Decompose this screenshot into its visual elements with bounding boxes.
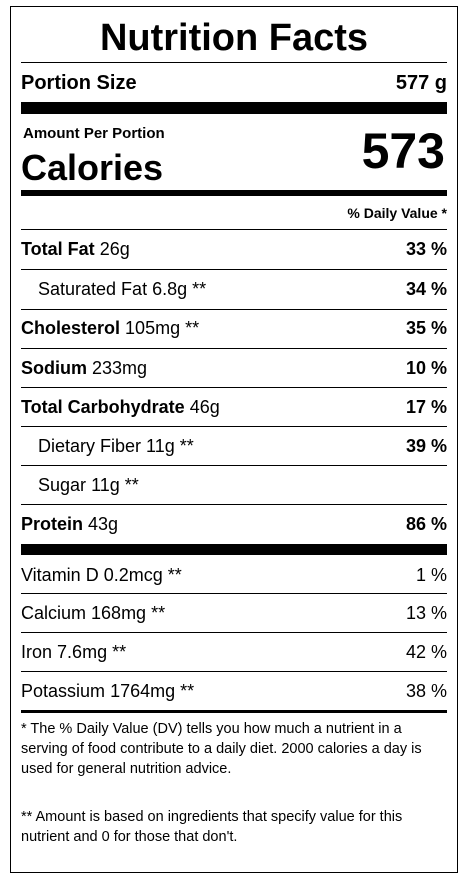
nutrient-row-saturated-fat: Saturated Fat 6.8g ** 34 % <box>21 270 447 308</box>
row-divider <box>21 671 447 672</box>
nutrient-amount: 43g <box>88 513 119 534</box>
nutrient-row-total-carbohydrate: Total Carbohydrate 46g 17 % <box>21 388 447 426</box>
nutrient-dv: 17 % <box>405 396 447 417</box>
label-content: Nutrition Facts Portion Size 577 g Amoun… <box>21 7 447 872</box>
calories-value: 573 <box>361 123 445 179</box>
nutrient-row-dietary-fiber: Dietary Fiber 11g ** 39 % <box>21 427 447 465</box>
nutrient-dv: 35 % <box>405 317 447 338</box>
row-divider <box>21 348 447 349</box>
amount-per-portion-label: Amount Per Portion <box>23 125 165 142</box>
vitamin-amount: 1764mg ** <box>110 680 195 701</box>
row-divider <box>21 387 447 388</box>
row-divider <box>21 465 447 466</box>
vitamin-name: Vitamin D <box>21 564 99 585</box>
nutrient-name: Sugar <box>38 474 87 495</box>
footnote-divider <box>21 710 447 713</box>
portion-size-value: 577 g <box>395 71 447 94</box>
nutrient-amount: 11g ** <box>146 435 194 456</box>
vitamin-row-vitamin-d: Vitamin D 0.2mcg ** 1 % <box>21 556 447 594</box>
vitamin-amount: 0.2mcg ** <box>103 564 182 585</box>
vitamin-row-iron: Iron 7.6mg ** 42 % <box>21 633 447 671</box>
nutrient-row-cholesterol: Cholesterol 105mg ** 35 % <box>21 309 447 347</box>
vitamin-name: Potassium <box>21 680 106 701</box>
nutrient-dv: 39 % <box>405 435 447 456</box>
thick-divider <box>21 544 447 555</box>
vitamin-amount: 168mg ** <box>91 602 166 623</box>
nutrient-name: Protein <box>21 513 84 534</box>
row-divider <box>21 632 447 633</box>
vitamin-row-potassium: Potassium 1764mg ** 38 % <box>21 672 447 710</box>
daily-value-header: % Daily Value * <box>347 205 447 221</box>
nutrient-amount: 233mg <box>92 357 148 378</box>
vitamin-dv: 42 % <box>405 641 447 662</box>
row-divider <box>21 426 447 427</box>
nutrient-row-total-fat: Total Fat 26g 33 % <box>21 230 447 268</box>
vitamin-amount: 7.6mg ** <box>57 641 127 662</box>
vitamin-dv: 1 % <box>415 564 447 585</box>
nutrient-amount: 46g <box>189 396 220 417</box>
nutrient-name: Saturated Fat <box>38 278 148 299</box>
calories-label: Calories <box>21 147 164 188</box>
nutrition-facts-label: Nutrition Facts Portion Size 577 g Amoun… <box>10 6 458 873</box>
vitamin-dv: 38 % <box>405 680 447 701</box>
nutrient-dv: 33 % <box>405 238 447 259</box>
footnote-daily-value: * The % Daily Value (DV) tells you how m… <box>21 721 422 777</box>
nutrient-name: Total Carbohydrate <box>21 396 185 417</box>
row-divider <box>21 504 447 505</box>
thick-divider <box>21 102 447 114</box>
vitamin-row-calcium: Calcium 168mg ** 13 % <box>21 594 447 632</box>
nutrient-dv: 86 % <box>405 513 447 534</box>
nutrient-name: Cholesterol <box>21 317 121 338</box>
vitamin-dv: 13 % <box>405 602 447 623</box>
nutrient-name: Sodium <box>21 357 87 378</box>
nutrient-amount: 6.8g ** <box>152 278 207 299</box>
row-divider <box>21 229 447 230</box>
calories-divider <box>21 190 447 196</box>
vitamin-name: Iron <box>21 641 53 662</box>
vitamin-name: Calcium <box>21 602 87 623</box>
nutrient-amount: 105mg ** <box>125 317 200 338</box>
nutrient-amount: 26g <box>99 238 130 259</box>
nutrient-row-sugar: Sugar 11g ** <box>21 466 447 504</box>
nutrient-row-protein: Protein 43g 86 % <box>21 505 447 543</box>
footnote-amount-basis: ** Amount is based on ingredients that s… <box>21 809 403 845</box>
title-divider <box>21 62 447 63</box>
row-divider <box>21 593 447 594</box>
row-divider <box>21 309 447 310</box>
nutrient-name: Total Fat <box>21 238 95 259</box>
nutrient-row-sodium: Sodium 233mg 10 % <box>21 349 447 387</box>
nutrient-dv: 34 % <box>405 278 447 299</box>
nutrient-amount: 11g ** <box>91 474 139 495</box>
label-title: Nutrition Facts <box>99 17 369 59</box>
portion-size-label: Portion Size <box>21 71 137 94</box>
nutrient-name: Dietary Fiber <box>38 435 142 456</box>
nutrient-dv: 10 % <box>405 357 447 378</box>
row-divider <box>21 269 447 270</box>
portion-size-row: Portion Size 577 g <box>21 65 447 101</box>
